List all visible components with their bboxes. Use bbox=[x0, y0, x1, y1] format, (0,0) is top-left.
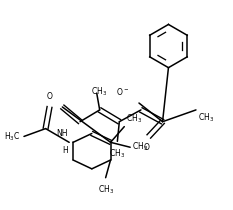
Text: O: O bbox=[144, 143, 150, 152]
Text: H: H bbox=[62, 146, 68, 155]
Text: CH$_3$: CH$_3$ bbox=[198, 112, 214, 124]
Text: CH$_3$: CH$_3$ bbox=[126, 112, 142, 125]
Text: CH$_3$: CH$_3$ bbox=[91, 85, 107, 98]
Text: H$_3$C: H$_3$C bbox=[4, 130, 20, 143]
Text: CH$_3$: CH$_3$ bbox=[109, 147, 125, 160]
Text: CH$_3$: CH$_3$ bbox=[132, 141, 148, 154]
Text: O$^-$: O$^-$ bbox=[116, 86, 129, 97]
Text: NH: NH bbox=[57, 129, 68, 138]
Text: CH$_3$: CH$_3$ bbox=[98, 184, 114, 196]
Text: O: O bbox=[47, 92, 52, 101]
